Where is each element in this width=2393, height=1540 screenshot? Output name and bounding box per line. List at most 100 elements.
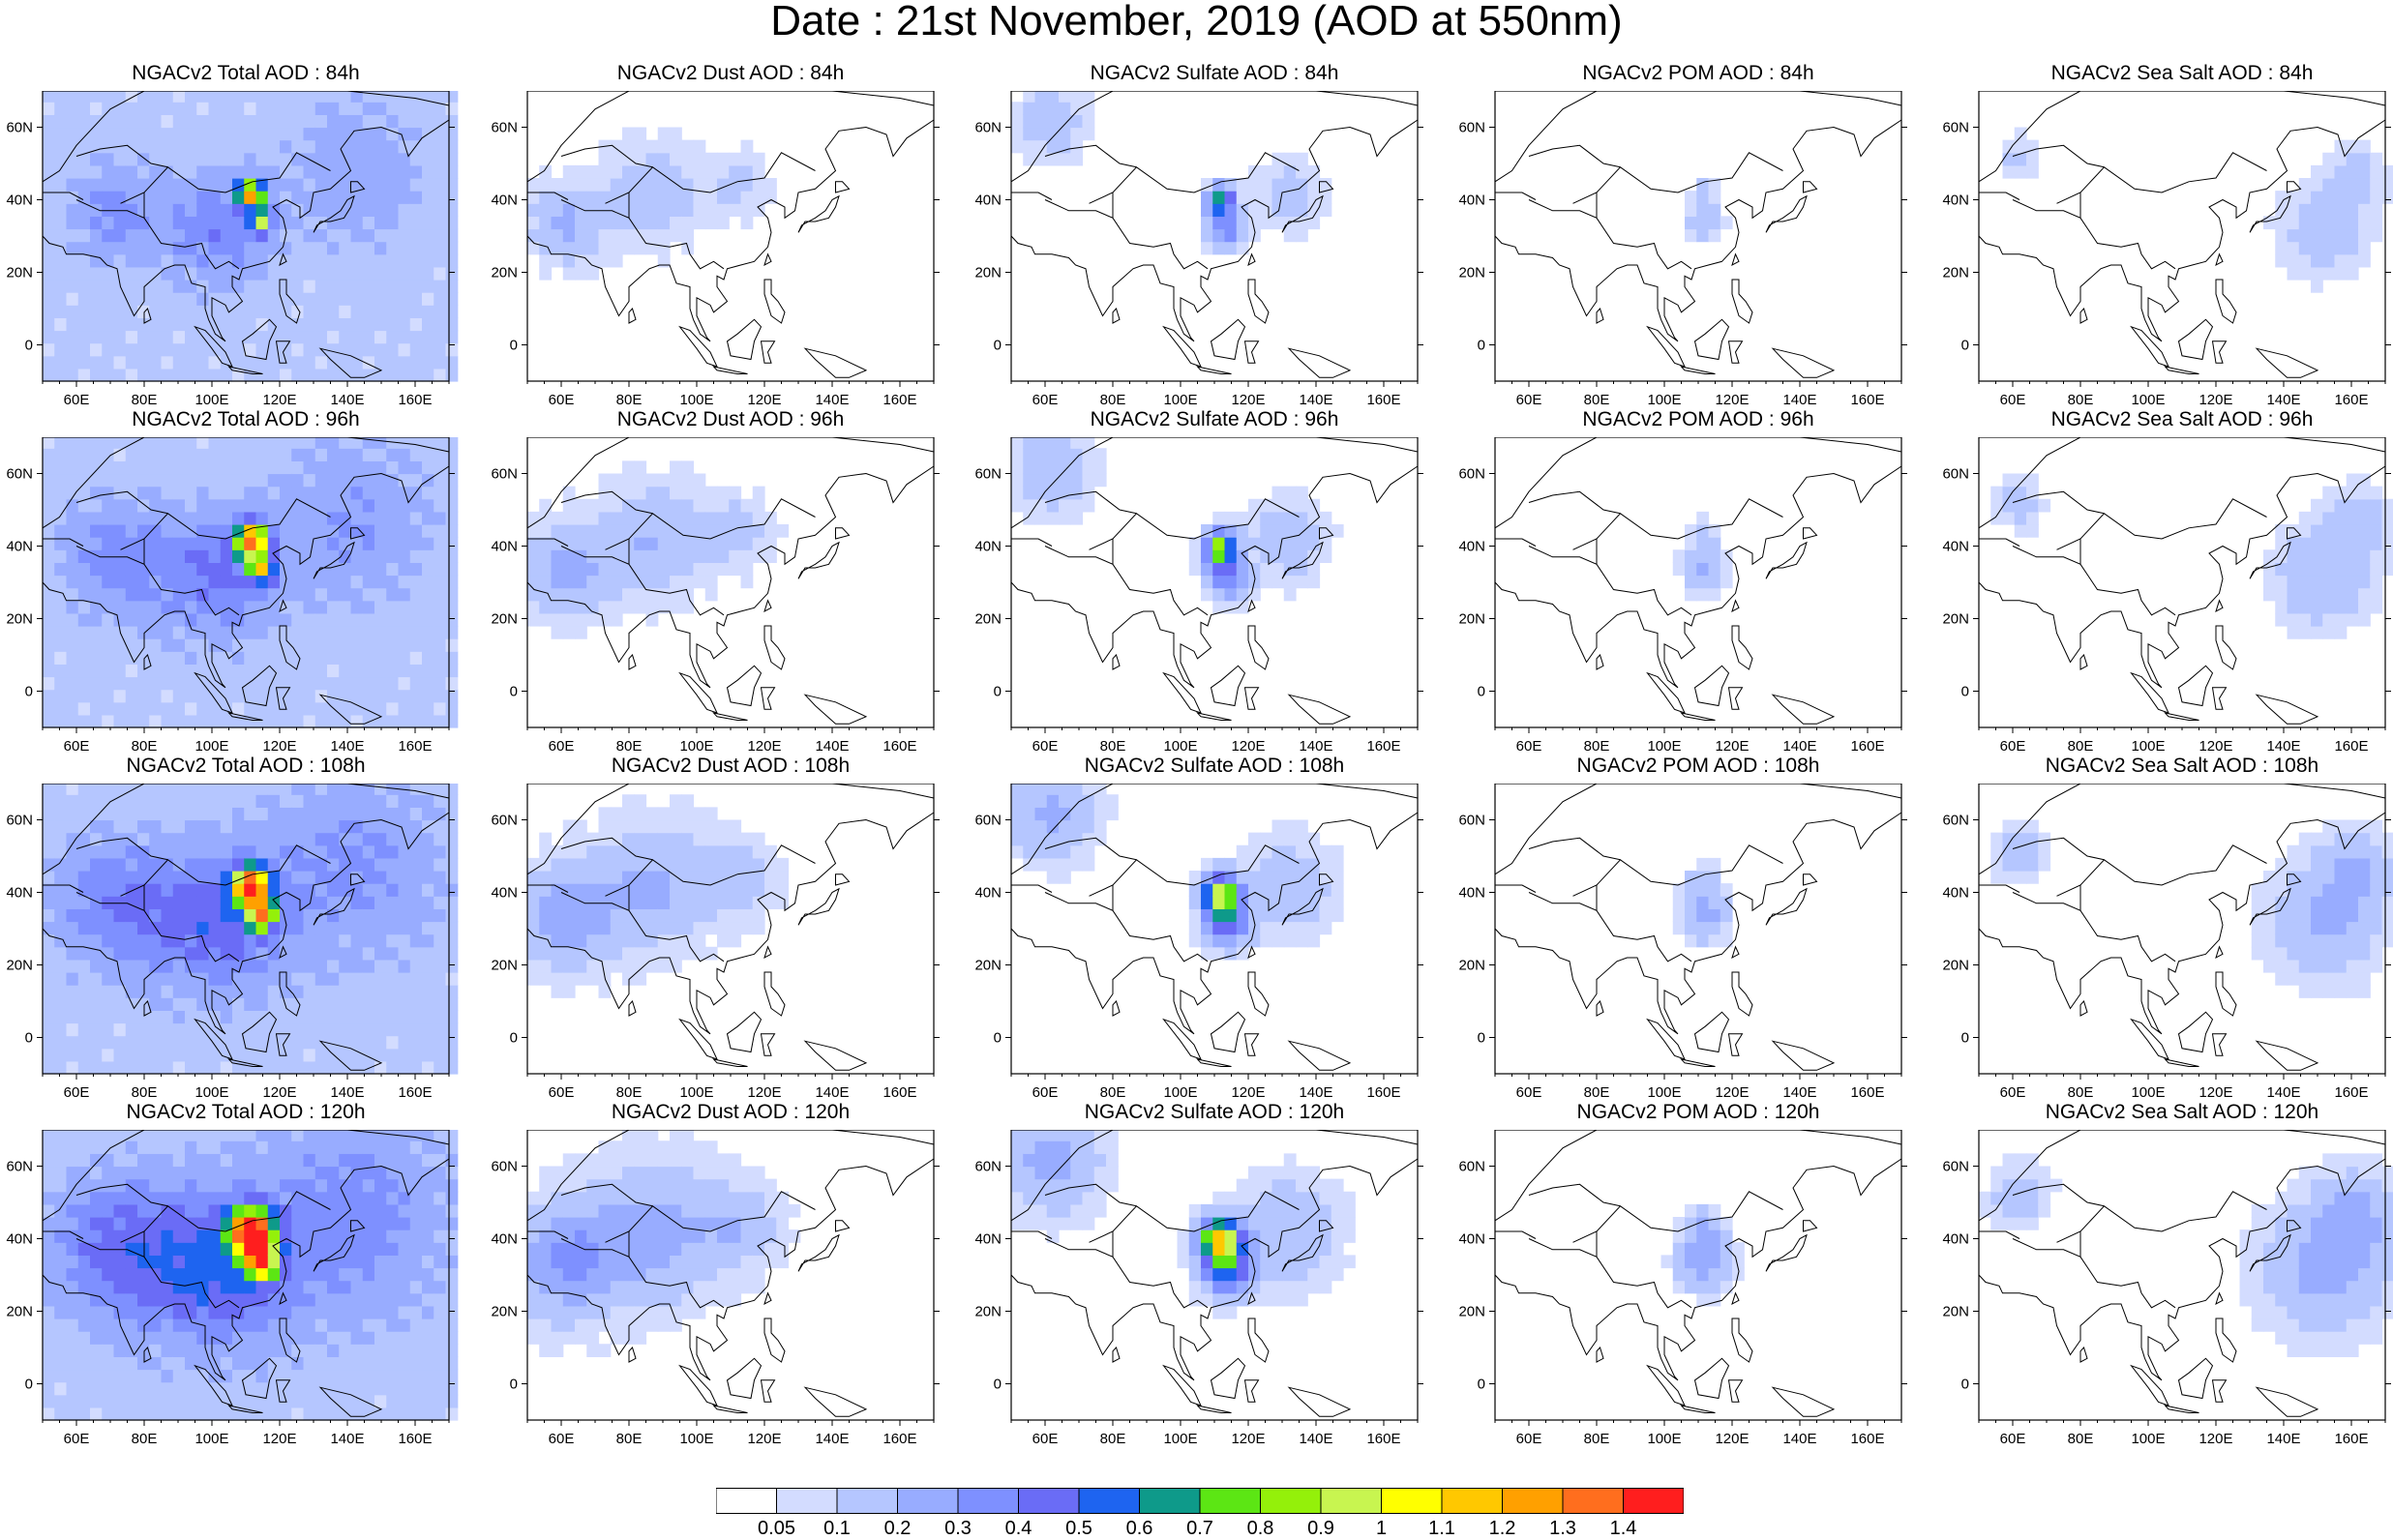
aod-cell (753, 203, 765, 217)
aod-cell (221, 165, 233, 179)
aod-cell (67, 576, 79, 589)
aod-cell (1070, 128, 1083, 141)
aod-cell (114, 858, 127, 872)
aod-cell (221, 1010, 233, 1023)
aod-cell (126, 960, 138, 973)
aod-cell (102, 922, 114, 935)
aod-cell (339, 487, 351, 500)
aod-cell (173, 305, 186, 318)
aod-cell (670, 474, 682, 488)
aod-cell (339, 664, 351, 677)
aod-cell (90, 985, 103, 998)
aod-cell (1023, 153, 1035, 166)
aod-cell (422, 356, 434, 370)
aod-cell (1083, 460, 1095, 474)
aod-cell (422, 305, 434, 318)
aod-cell (291, 883, 304, 897)
aod-cell (173, 460, 186, 474)
aod-cell (244, 216, 256, 229)
aod-cell (646, 833, 659, 846)
aod-cell (256, 267, 269, 281)
aod-cell (634, 128, 646, 141)
aod-cell (1047, 474, 1060, 488)
aod-cell (114, 165, 127, 179)
aod-cell (1011, 833, 1024, 846)
aod-cell (1696, 934, 1709, 948)
aod-cell (315, 203, 328, 217)
lon-tick-label: 80E (616, 738, 643, 755)
aod-cell (1189, 922, 1202, 935)
aod-cell (1720, 562, 1733, 576)
aod-cell (90, 715, 103, 728)
aod-cell (114, 934, 127, 948)
aod-cell (185, 883, 197, 897)
lon-tick-label: 140E (815, 392, 849, 408)
aod-cell (586, 267, 599, 281)
aod-cell (173, 651, 186, 665)
aod-cell (1307, 922, 1320, 935)
aod-cell (363, 972, 375, 986)
aod-cell (256, 922, 269, 935)
aod-cell (209, 960, 222, 973)
aod-cell (280, 1061, 292, 1075)
aod-cell (149, 460, 162, 474)
aod-cell (386, 947, 399, 961)
aod-cell (646, 562, 659, 576)
aod-cell (646, 140, 659, 154)
aod-cell (315, 280, 328, 293)
aod-cell (386, 934, 399, 948)
aod-cell (327, 165, 340, 179)
aod-cell (2311, 845, 2323, 859)
aod-cell (2288, 242, 2300, 255)
aod-cell (232, 448, 245, 461)
aod-cell (2322, 254, 2335, 268)
aod-cell (422, 934, 434, 948)
lon-tick-label: 60E (549, 392, 575, 408)
aod-cell (162, 280, 174, 293)
aod-cell (196, 114, 209, 128)
aod-cell (78, 191, 91, 204)
aod-cell (67, 460, 79, 474)
aod-cell (446, 165, 459, 179)
aod-cell (1685, 576, 1697, 589)
aod-cell (2335, 947, 2348, 961)
aod-cell (776, 871, 789, 884)
aod-cell (2335, 153, 2348, 166)
aod-cell (670, 153, 682, 166)
aod-cell (126, 794, 138, 808)
aod-cell (1035, 512, 1048, 525)
aod-cell (2382, 833, 2393, 846)
lat-tick-label: 20N (1458, 611, 1485, 628)
island-coastline (2132, 327, 2169, 367)
aod-cell (386, 960, 399, 973)
aod-cell (1248, 178, 1261, 192)
aod-cell (78, 537, 91, 550)
aod-cell (399, 191, 411, 204)
aod-cell (90, 499, 103, 513)
aod-cell (422, 448, 434, 461)
aod-cell (102, 203, 114, 217)
aod-cell (126, 807, 138, 820)
aod-cell (422, 896, 434, 909)
aod-cell (1212, 537, 1225, 550)
aod-cell (232, 242, 245, 255)
aod-cell (363, 896, 375, 909)
aod-cell (256, 102, 269, 115)
aod-cell (363, 537, 375, 550)
aod-cell (363, 562, 375, 576)
aod-cell (268, 784, 281, 795)
aod-cell (102, 613, 114, 627)
aod-cell (315, 613, 328, 627)
aod-cell (67, 1036, 79, 1050)
aod-cell (280, 794, 292, 808)
aod-cell (2370, 588, 2382, 602)
aod-cell (90, 1023, 103, 1037)
aod-cell (67, 715, 79, 728)
aod-cell (2311, 537, 2323, 550)
aod-cell (410, 191, 423, 204)
aod-cell (43, 794, 55, 808)
aod-cell (232, 883, 245, 897)
aod-cell (363, 1036, 375, 1050)
